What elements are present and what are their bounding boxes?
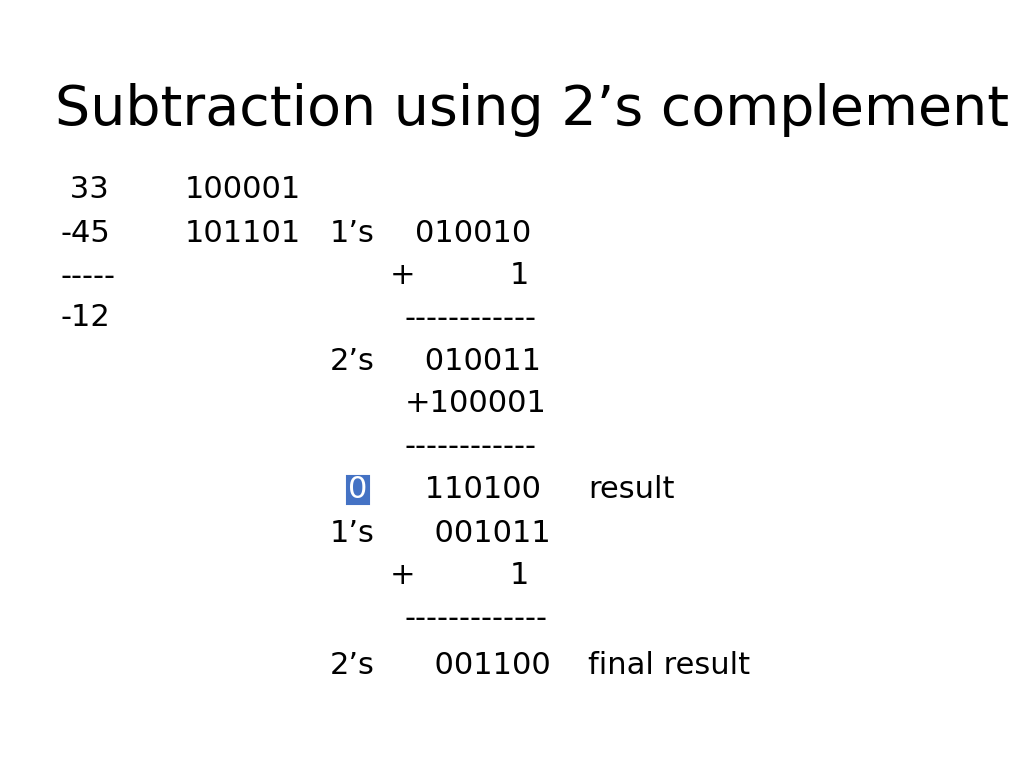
Text: -------------: ------------- <box>406 604 548 633</box>
FancyBboxPatch shape <box>347 476 369 504</box>
Text: -12: -12 <box>60 303 110 333</box>
Text: result: result <box>588 475 675 505</box>
Text: 1: 1 <box>510 261 529 290</box>
Text: 101101: 101101 <box>185 219 301 247</box>
Text: 010011: 010011 <box>415 347 541 376</box>
Text: 1’s: 1’s <box>330 518 375 548</box>
Text: 1: 1 <box>510 561 529 591</box>
Text: 1’s: 1’s <box>330 219 375 247</box>
Text: +: + <box>390 561 416 591</box>
Text: 33: 33 <box>60 176 109 204</box>
Text: -----: ----- <box>60 261 115 290</box>
Text: 110100: 110100 <box>415 475 541 505</box>
Text: 2’s: 2’s <box>330 650 375 680</box>
Text: +100001: +100001 <box>406 389 547 419</box>
Text: final result: final result <box>588 650 751 680</box>
Text: 0: 0 <box>348 475 368 505</box>
Text: ------------: ------------ <box>406 303 537 333</box>
Text: 010010: 010010 <box>415 219 531 247</box>
Text: 001100: 001100 <box>415 650 551 680</box>
Text: 001011: 001011 <box>415 518 551 548</box>
Text: 100001: 100001 <box>185 176 301 204</box>
Text: -45: -45 <box>60 219 110 247</box>
Text: ------------: ------------ <box>406 432 537 462</box>
Text: +: + <box>390 261 416 290</box>
Text: Subtraction using 2’s complement: Subtraction using 2’s complement <box>55 83 1009 137</box>
Text: 2’s: 2’s <box>330 347 375 376</box>
